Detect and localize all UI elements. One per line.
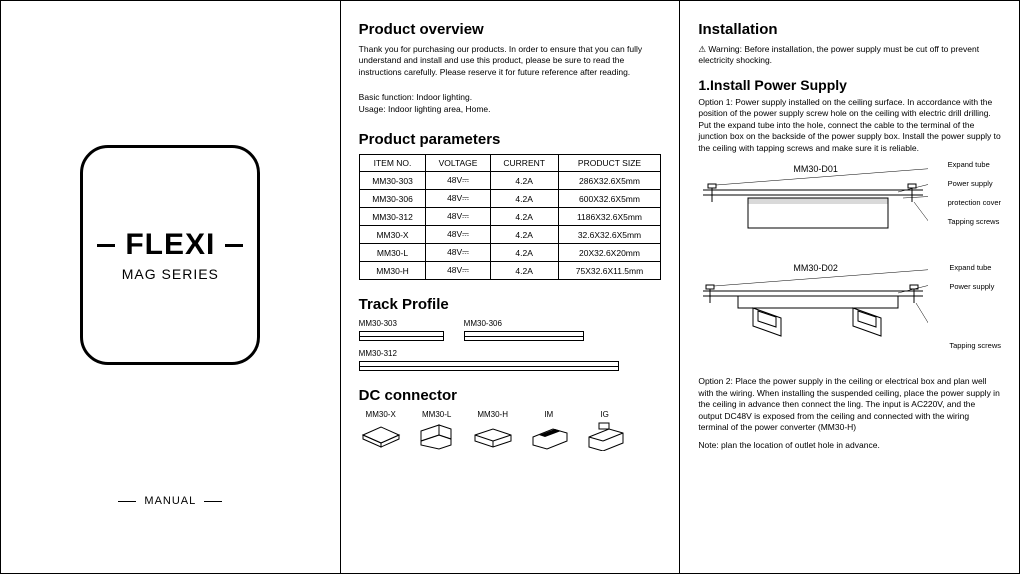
params-cell: 4.2A bbox=[490, 208, 558, 226]
callout-protection-cover: protection cover bbox=[948, 198, 1001, 207]
overview-text: Thank you for purchasing our products. I… bbox=[359, 44, 662, 78]
cover-box: FLEXI MAG SERIES bbox=[80, 145, 260, 365]
track-row-1: MM30-303 MM30-306 bbox=[359, 319, 662, 341]
dc-item: IG bbox=[583, 410, 627, 453]
dc-label: IM bbox=[527, 410, 571, 419]
install-d02-icon bbox=[698, 263, 928, 368]
params-cell: MM30-X bbox=[359, 226, 426, 244]
params-row: MM30-L48V⎓4.2A20X32.6X20mm bbox=[359, 244, 661, 262]
track-label: MM30-312 bbox=[359, 349, 619, 358]
params-cell: 48V⎓ bbox=[426, 262, 490, 280]
dc-row: MM30-X MM30-L MM30-H IM IG bbox=[359, 410, 662, 453]
install-diagram-d02: MM30-D02 bbox=[698, 263, 1001, 368]
track-bar-icon bbox=[464, 331, 584, 341]
install-d01-icon bbox=[698, 160, 928, 255]
dc-connector-icon bbox=[471, 421, 515, 451]
dc-connector-icon bbox=[359, 421, 403, 451]
params-col-header: PRODUCT SIZE bbox=[558, 155, 661, 172]
install-warning: ⚠ Warning: Before installation, the powe… bbox=[698, 44, 1001, 67]
params-cell: 4.2A bbox=[490, 244, 558, 262]
params-row: MM30-30348V⎓4.2A286X32.6X5mm bbox=[359, 172, 661, 190]
params-cell: 286X32.6X5mm bbox=[558, 172, 661, 190]
params-cell: 600X32.6X5mm bbox=[558, 190, 661, 208]
params-cell: 48V⎓ bbox=[426, 226, 490, 244]
overview-heading: Product overview bbox=[359, 21, 662, 38]
params-cell: 48V⎓ bbox=[426, 190, 490, 208]
dc-label: MM30-X bbox=[359, 410, 403, 419]
callout-expand-tube: Expand tube bbox=[949, 263, 1001, 272]
overview-column: Product overview Thank you for purchasin… bbox=[340, 1, 680, 573]
dc-label: MM30-L bbox=[415, 410, 459, 419]
params-cell: 4.2A bbox=[490, 172, 558, 190]
dc-label: MM30-H bbox=[471, 410, 515, 419]
track-heading: Track Profile bbox=[359, 296, 662, 313]
params-row: MM30-30648V⎓4.2A600X32.6X5mm bbox=[359, 190, 661, 208]
params-table: ITEM NO.VOLTAGECURRENTPRODUCT SIZE MM30-… bbox=[359, 154, 662, 280]
manual-page: FLEXI MAG SERIES MANUAL Product overview… bbox=[0, 0, 1020, 574]
callout-tapping-screws: Tapping screws bbox=[949, 341, 1001, 350]
callout-power-supply: Power supply bbox=[949, 282, 1001, 291]
install-diagram-d01: MM30-D01 Expand tube Power supply bbox=[698, 160, 1001, 255]
params-cell: MM30-312 bbox=[359, 208, 426, 226]
callout-tapping-screws: Tapping screws bbox=[948, 217, 1001, 226]
install-heading: Installation bbox=[698, 21, 1001, 38]
brand-title: FLEXI bbox=[97, 228, 243, 262]
dc-connector-icon bbox=[415, 421, 459, 451]
dc-label: IG bbox=[583, 410, 627, 419]
dc-item: MM30-H bbox=[471, 410, 515, 453]
params-cell: 1186X32.6X5mm bbox=[558, 208, 661, 226]
callout-expand-tube: Expand tube bbox=[948, 160, 1001, 169]
overview-usage: Usage: Indoor lighting area, Home. bbox=[359, 104, 662, 115]
params-cell: 32.6X32.6X5mm bbox=[558, 226, 661, 244]
install-option2: Option 2: Place the power supply in the … bbox=[698, 376, 1001, 433]
dc-item: MM30-L bbox=[415, 410, 459, 453]
install-option1: Option 1: Power supply installed on the … bbox=[698, 97, 1001, 154]
overview-basic: Basic function: Indoor lighting. bbox=[359, 92, 662, 103]
install-step1-heading: 1.Install Power Supply bbox=[698, 77, 1001, 93]
d02-callouts: Expand tube Power supply Tapping screws bbox=[949, 263, 1001, 360]
callout-power-supply: Power supply bbox=[948, 179, 1001, 188]
track-row-2: MM30-312 bbox=[359, 349, 662, 371]
manual-footer: MANUAL bbox=[19, 495, 322, 507]
params-row: MM30-H48V⎓4.2A75X32.6X11.5mm bbox=[359, 262, 661, 280]
params-col-header: ITEM NO. bbox=[359, 155, 426, 172]
install-column: Installation ⚠ Warning: Before installat… bbox=[679, 1, 1019, 573]
params-cell: 48V⎓ bbox=[426, 244, 490, 262]
dc-connector-icon bbox=[527, 421, 571, 451]
params-cell: 48V⎓ bbox=[426, 208, 490, 226]
d01-callouts: Expand tube Power supply protection cove… bbox=[948, 160, 1001, 236]
params-heading: Product parameters bbox=[359, 131, 662, 148]
params-col-header: VOLTAGE bbox=[426, 155, 490, 172]
series-label: MAG SERIES bbox=[122, 266, 219, 282]
dc-connector-icon bbox=[583, 421, 627, 451]
params-cell: 20X32.6X20mm bbox=[558, 244, 661, 262]
params-cell: 4.2A bbox=[490, 262, 558, 280]
track-label: MM30-306 bbox=[464, 319, 584, 328]
params-row: MM30-X48V⎓4.2A32.6X32.6X5mm bbox=[359, 226, 661, 244]
params-cell: MM30-303 bbox=[359, 172, 426, 190]
params-col-header: CURRENT bbox=[490, 155, 558, 172]
cover-column: FLEXI MAG SERIES MANUAL bbox=[1, 1, 340, 573]
params-cell: MM30-306 bbox=[359, 190, 426, 208]
track-bar-icon bbox=[359, 361, 619, 371]
dc-item: IM bbox=[527, 410, 571, 453]
track-bar-icon bbox=[359, 331, 444, 341]
params-cell: MM30-L bbox=[359, 244, 426, 262]
params-cell: 4.2A bbox=[490, 226, 558, 244]
dc-item: MM30-X bbox=[359, 410, 403, 453]
params-cell: MM30-H bbox=[359, 262, 426, 280]
install-note: Note: plan the location of outlet hole i… bbox=[698, 440, 1001, 451]
params-cell: 48V⎓ bbox=[426, 172, 490, 190]
track-label: MM30-303 bbox=[359, 319, 444, 328]
dc-heading: DC connector bbox=[359, 387, 662, 404]
params-cell: 4.2A bbox=[490, 190, 558, 208]
params-cell: 75X32.6X11.5mm bbox=[558, 262, 661, 280]
params-row: MM30-31248V⎓4.2A1186X32.6X5mm bbox=[359, 208, 661, 226]
